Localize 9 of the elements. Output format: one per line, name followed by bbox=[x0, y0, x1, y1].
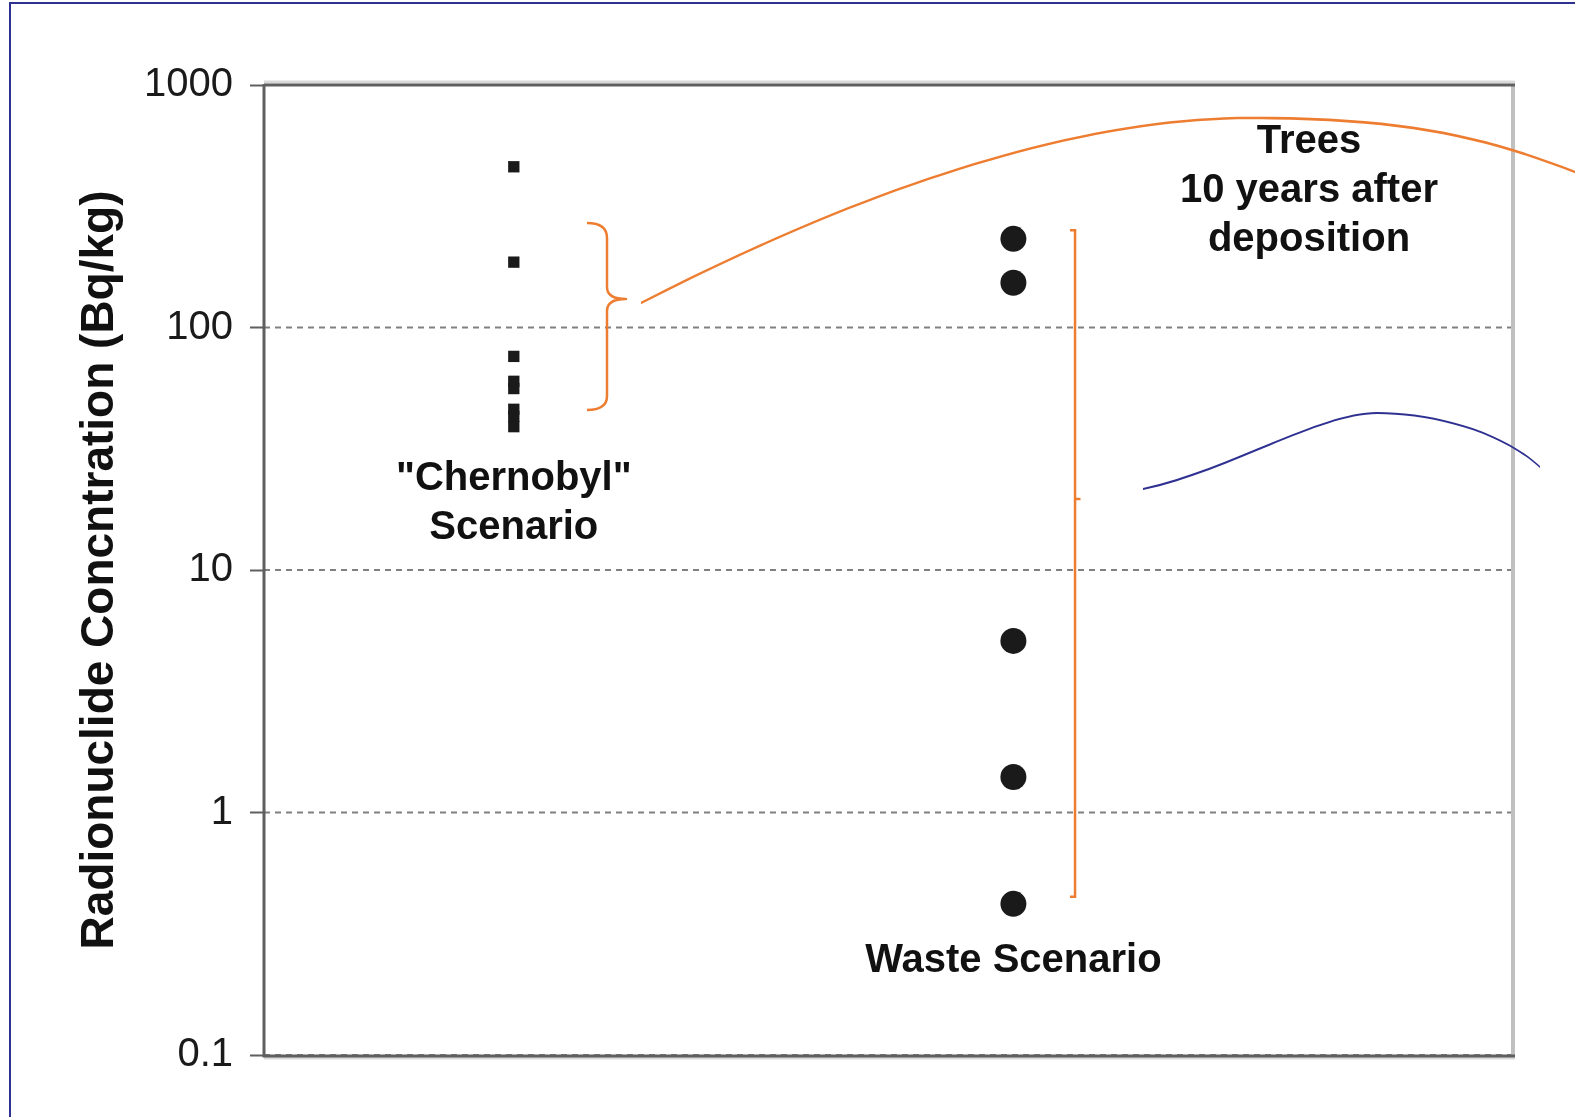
y-axis-title: Radionuclide Concntration (Bq/kg) bbox=[71, 190, 124, 950]
y-tick-label: 100 bbox=[166, 302, 233, 347]
text: Trees 10 years after deposition bbox=[1180, 117, 1438, 260]
y-tick-label: 1000 bbox=[144, 60, 233, 105]
y-tick-label: 1 bbox=[210, 787, 233, 832]
y-tick-label: 10 bbox=[188, 545, 233, 590]
x-tick-label: Waste Scenario bbox=[865, 935, 1162, 980]
x-tick-label: "Chernobyl" Scenario bbox=[395, 453, 632, 547]
y-tick-label: 0.1 bbox=[177, 1030, 233, 1075]
